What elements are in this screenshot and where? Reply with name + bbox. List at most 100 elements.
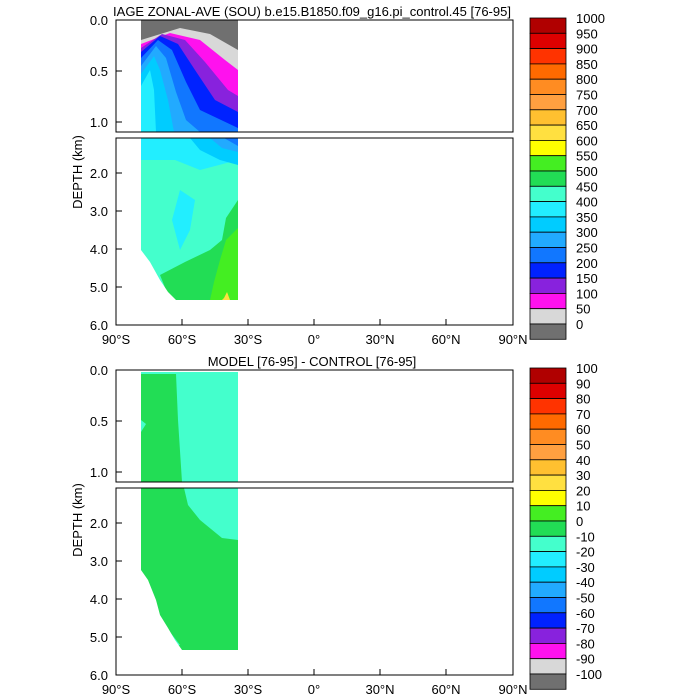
y-tick-label: 0.0 (90, 13, 108, 28)
x-tick-label: 60°S (168, 682, 197, 697)
x-tick-label: 0° (308, 332, 320, 347)
colorbar-top: 1000950900850800750700650600550500450400… (529, 11, 605, 340)
y-tick-label: 0.0 (90, 363, 108, 378)
colorbar-label: 20 (576, 483, 590, 498)
chart-panel-top: IAGE ZONAL-AVE (SOU) b.e15.B1850.f09_g16… (70, 4, 605, 347)
chart-panel-bottom: MODEL [76-95] - CONTROL [76-95] 0.0 0.5 … (70, 354, 602, 697)
chart-title-top: IAGE ZONAL-AVE (SOU) b.e15.B1850.f09_g16… (113, 4, 511, 19)
colorbar-label: 300 (576, 225, 598, 240)
colorbar-label: 600 (576, 133, 598, 148)
colorbar-swatch (529, 94, 567, 111)
colorbar-swatch (529, 673, 567, 690)
x-tick-label: 30°S (234, 332, 263, 347)
y-axis-title-bottom: DEPTH (km) (70, 483, 85, 557)
y-tick-label: 1.0 (90, 115, 108, 130)
colorbar-swatch (529, 520, 567, 537)
colorbar-swatch (529, 201, 567, 218)
colorbar-swatch (529, 612, 567, 629)
colorbar-label: 1000 (576, 11, 605, 26)
colorbar-label: 200 (576, 256, 598, 271)
colorbar-swatch (529, 474, 567, 491)
x-tick-label: 90°S (102, 682, 131, 697)
contour-fill-upper-top (141, 20, 238, 132)
colorbar-label: 80 (576, 392, 590, 407)
colorbar-label: -80 (576, 636, 595, 651)
colorbar-swatch (529, 459, 567, 476)
colorbar-label: 50 (576, 302, 590, 317)
colorbar-label: 950 (576, 26, 598, 41)
colorbar-label: -30 (576, 560, 595, 575)
y-tick-label: 5.0 (90, 280, 108, 295)
colorbar-label: 450 (576, 179, 598, 194)
colorbar-label: -50 (576, 591, 595, 606)
colorbar-swatch (529, 535, 567, 552)
colorbar-swatch (529, 78, 567, 95)
colorbar-swatch (529, 247, 567, 264)
colorbar-swatch (529, 109, 567, 126)
x-tick-label: 60°S (168, 332, 197, 347)
colorbar-swatch (529, 367, 567, 384)
colorbar-label: 30 (576, 468, 590, 483)
y-tick-label: 5.0 (90, 630, 108, 645)
colorbar-swatch (529, 658, 567, 675)
colorbar-label: 350 (576, 210, 598, 225)
colorbar-swatch (529, 155, 567, 172)
y-tick-label: 4.0 (90, 242, 108, 257)
y-tick-label: 0.5 (90, 64, 108, 79)
colorbar-label: 0 (576, 317, 583, 332)
colorbar-swatch (529, 170, 567, 187)
colorbar-label: 100 (576, 286, 598, 301)
contour-fill-lower-top (116, 138, 238, 325)
colorbar-swatch (529, 428, 567, 445)
colorbar-swatch (529, 185, 567, 203)
colorbar-swatch (529, 124, 567, 141)
seafloor (116, 488, 238, 675)
colorbar-swatch (529, 413, 567, 430)
colorbar-label: 90 (576, 376, 590, 391)
colorbar-label: 60 (576, 422, 590, 437)
colorbar-label: -40 (576, 575, 595, 590)
y-tick-label: 1.0 (90, 465, 108, 480)
colorbar-swatch (529, 505, 567, 522)
y-tick-label: 2.0 (90, 516, 108, 531)
contour-band-neg10-edge (141, 420, 146, 432)
colorbar-label: 40 (576, 453, 590, 468)
colorbar-swatch (529, 17, 567, 34)
colorbar-swatch (529, 444, 567, 461)
colorbar-label: 650 (576, 118, 598, 133)
y-axis-lower-bottom: 2.0 3.0 4.0 5.0 6.0 (90, 516, 122, 683)
contour-band-neg10-deep (184, 488, 238, 540)
y-tick-label: 0.5 (90, 414, 108, 429)
y-axis-lower-top: 2.0 3.0 4.0 5.0 6.0 (90, 166, 122, 333)
x-tick-label: 0° (308, 682, 320, 697)
y-tick-label: 6.0 (90, 668, 108, 683)
colorbar-label: 70 (576, 407, 590, 422)
colorbar-label: 550 (576, 149, 598, 164)
colorbar-swatch (529, 63, 567, 80)
colorbar-swatch (529, 382, 567, 399)
colorbar-label: -70 (576, 621, 595, 636)
x-tick-label: 30°N (365, 682, 394, 697)
contour-band-550-deep (210, 228, 238, 300)
colorbar-swatch (529, 216, 567, 233)
colorbar-swatch (529, 551, 567, 568)
x-tick-label: 90°S (102, 332, 131, 347)
colorbar-label: 100 (576, 361, 598, 376)
y-tick-label: 4.0 (90, 592, 108, 607)
colorbar-label: 800 (576, 72, 598, 87)
contour-fill-lower-bottom (116, 488, 238, 675)
contour-fill-upper-bottom (141, 372, 238, 482)
x-tick-label: 30°S (234, 682, 263, 697)
colorbar-label: -20 (576, 545, 595, 560)
colorbar-swatch (529, 398, 567, 415)
colorbar-swatch (529, 489, 567, 507)
colorbar-swatch (529, 323, 567, 340)
colorbar-swatch (529, 292, 567, 310)
contour-band-650-deep (222, 292, 230, 300)
colorbar-swatch (529, 627, 567, 644)
colorbar-label: 0 (576, 514, 583, 529)
y-tick-label: 3.0 (90, 204, 108, 219)
x-tick-label: 90°N (498, 332, 527, 347)
colorbar-label: 50 (576, 438, 590, 453)
